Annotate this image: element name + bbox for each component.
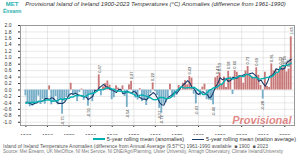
- svg-text:0.42: 0.42: [187, 66, 192, 75]
- svg-text:0.53: 0.53: [217, 62, 222, 71]
- svg-text:2010: 2010: [258, 133, 269, 135]
- html-text:5-year rolling mean (anomalies: 5-year rolling mean (anomalies): [106, 136, 185, 142]
- svg-text:0.4: 0.4: [5, 74, 12, 80]
- svg-text:0.81: 0.81: [269, 53, 274, 62]
- svg-text:-0.54: -0.54: [125, 109, 130, 119]
- svg-text:-0.6: -0.6: [3, 106, 12, 112]
- svg-text:1.0: 1.0: [5, 54, 12, 60]
- svg-text:1.8: 1.8: [5, 29, 12, 35]
- svg-text:1970: 1970: [171, 133, 182, 135]
- html-text:Provisional Island of Ireland: Provisional Island of Ireland 1900-2023 …: [25, 1, 286, 7]
- svg-text:1.65: 1.65: [289, 26, 294, 35]
- svg-text:1.4: 1.4: [5, 41, 12, 47]
- svg-text:0.58: 0.58: [226, 61, 231, 70]
- svg-text:-1.0: -1.0: [3, 119, 12, 125]
- svg-text:-0.28: -0.28: [260, 100, 265, 110]
- svg-text:1920: 1920: [63, 133, 74, 135]
- svg-text:1990: 1990: [215, 133, 226, 135]
- svg-text:0.73: 0.73: [245, 56, 250, 65]
- html-text:5-year rolling mean (station a: 5-year rolling mean (station average): [206, 136, 296, 142]
- svg-text:-0.2: -0.2: [3, 93, 12, 99]
- svg-text:0.27: 0.27: [129, 71, 134, 80]
- svg-text:2.0: 2.0: [5, 22, 12, 28]
- svg-text:1.6: 1.6: [5, 35, 12, 41]
- svg-text:-0.4: -0.4: [3, 100, 12, 106]
- svg-text:2020: 2020: [279, 133, 290, 135]
- svg-text:0.0: 0.0: [5, 87, 12, 93]
- svg-text:0.8: 0.8: [5, 61, 12, 67]
- svg-text:0.69: 0.69: [254, 57, 259, 66]
- svg-text:-0.75: -0.75: [60, 115, 65, 125]
- svg-text:-0.57: -0.57: [156, 110, 162, 120]
- svg-text:1960: 1960: [150, 133, 161, 135]
- svg-text:-0.43: -0.43: [194, 105, 199, 115]
- svg-text:1980: 1980: [193, 133, 204, 135]
- svg-text:2000: 2000: [236, 133, 247, 135]
- html-text:Island of Ireland Temperature: Island of Ireland Temperature Anomalies …: [3, 143, 269, 149]
- svg-text:1.2: 1.2: [5, 48, 12, 54]
- svg-text:-0.46: -0.46: [211, 106, 216, 116]
- svg-text:0.65: 0.65: [286, 58, 291, 67]
- svg-text:0.60: 0.60: [232, 60, 237, 69]
- svg-text:-0.72: -0.72: [159, 114, 164, 124]
- svg-text:0.6: 0.6: [5, 67, 12, 73]
- svg-text:0.2: 0.2: [5, 80, 12, 86]
- svg-text:0.22: 0.22: [150, 72, 155, 81]
- svg-text:1950: 1950: [128, 133, 139, 135]
- svg-text:1900: 1900: [20, 133, 31, 135]
- svg-text:1940: 1940: [107, 133, 118, 135]
- html-text:Source: Met Éireann, UK MetOff: Source: Met Éireann, UK MetOffice, NI Me…: [3, 149, 284, 154]
- html-text:Éireann: Éireann: [3, 8, 22, 14]
- html-text:MET: MET: [5, 1, 19, 7]
- svg-text:1930: 1930: [85, 133, 96, 135]
- svg-text:0.47: 0.47: [97, 64, 102, 73]
- svg-text:1910: 1910: [42, 133, 53, 135]
- svg-text:Provisional: Provisional: [232, 114, 292, 126]
- svg-text:-0.50: -0.50: [86, 107, 91, 117]
- svg-text:-0.8: -0.8: [3, 112, 12, 118]
- svg-text:0.74: 0.74: [282, 56, 288, 65]
